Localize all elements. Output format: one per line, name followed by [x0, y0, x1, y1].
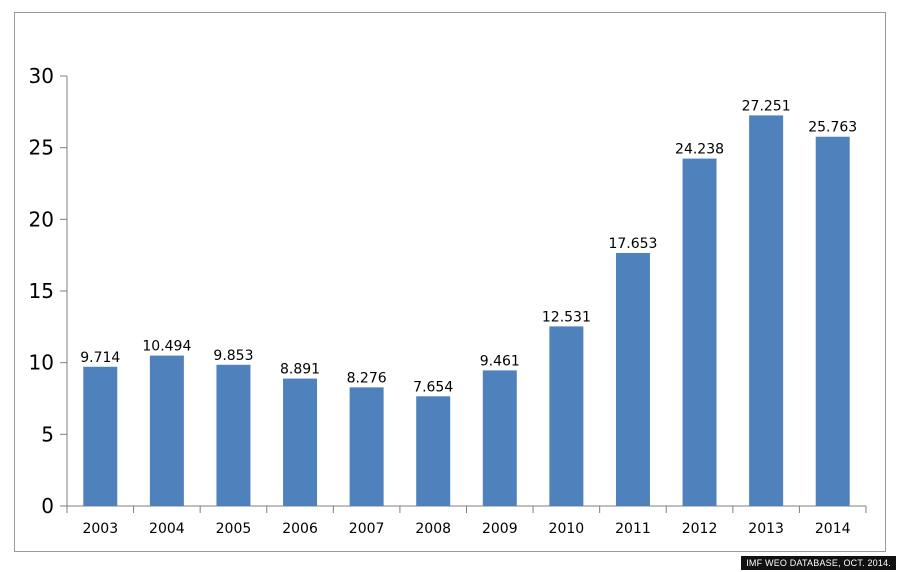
data-label-2008: 7.654 — [413, 379, 453, 395]
x-tick-label-2014: 2014 — [815, 521, 851, 537]
bar-2006 — [283, 378, 318, 506]
y-tick-label: 10 — [29, 351, 54, 375]
data-label-2011: 17.653 — [608, 236, 657, 252]
bar-2007 — [349, 387, 384, 506]
x-tick-label-2006: 2006 — [282, 521, 318, 537]
source-credit: IMF WEO DATABASE, OCT. 2014. — [741, 556, 896, 570]
bar-2012 — [682, 158, 717, 506]
y-tick-label: 0 — [41, 494, 54, 518]
data-label-2007: 8.276 — [347, 370, 387, 386]
data-label-2005: 9.853 — [213, 348, 253, 364]
bar-2013 — [749, 115, 784, 506]
bar-2003 — [83, 366, 118, 506]
bar-2010 — [549, 326, 584, 506]
bar-2009 — [482, 370, 517, 506]
bar-2005 — [216, 364, 251, 506]
y-tick-label: 15 — [29, 279, 54, 303]
data-label-2010: 12.531 — [542, 309, 591, 325]
x-tick-label-2010: 2010 — [549, 521, 585, 537]
x-tick-label-2004: 2004 — [149, 521, 185, 537]
data-label-2009: 9.461 — [480, 353, 520, 369]
y-tick-label: 25 — [29, 136, 54, 160]
x-tick-label-2011: 2011 — [615, 521, 651, 537]
x-tick-label-2005: 2005 — [216, 521, 252, 537]
y-tick-label: 30 — [29, 64, 54, 88]
bar-2014 — [815, 136, 850, 506]
data-label-2006: 8.891 — [280, 362, 320, 378]
data-label-2014: 25.763 — [808, 120, 857, 136]
data-label-2013: 27.251 — [742, 98, 791, 114]
bar-2004 — [149, 355, 184, 506]
y-tick-label: 20 — [29, 207, 54, 231]
data-label-2004: 10.494 — [142, 339, 191, 355]
y-tick-label: 5 — [41, 422, 54, 446]
data-label-2012: 24.238 — [675, 142, 724, 158]
data-label-2003: 9.714 — [80, 350, 120, 366]
x-tick-label-2003: 2003 — [82, 521, 118, 537]
x-tick-label-2007: 2007 — [349, 521, 385, 537]
x-tick-label-2008: 2008 — [415, 521, 451, 537]
bar-2011 — [615, 252, 650, 506]
x-tick-label-2009: 2009 — [482, 521, 518, 537]
bar-2008 — [416, 396, 451, 506]
x-tick-label-2013: 2013 — [748, 521, 784, 537]
x-tick-label-2012: 2012 — [682, 521, 718, 537]
